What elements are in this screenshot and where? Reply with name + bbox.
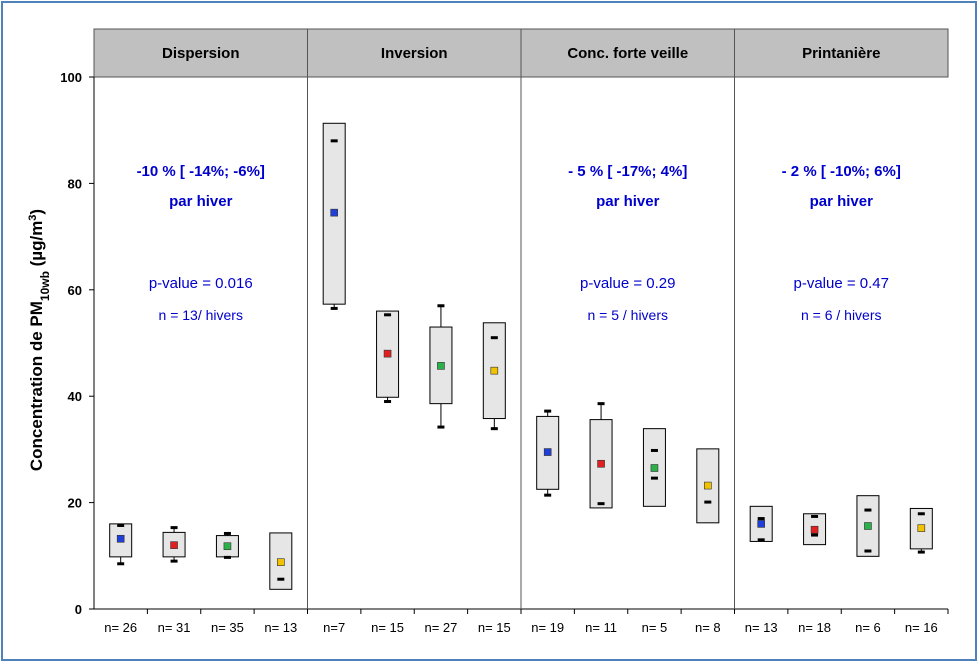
median-marker — [116, 534, 125, 543]
trend-unit: par hiver — [596, 193, 660, 210]
median-marker — [383, 349, 392, 358]
panel-separators — [307, 29, 735, 609]
median-marker — [650, 464, 659, 472]
median-marker — [437, 362, 445, 370]
sample-size-label: n= 19 — [531, 620, 564, 635]
median-marker — [330, 208, 338, 217]
median-marker — [490, 366, 499, 375]
sample-size-label: n= 13 — [745, 620, 778, 635]
sample-size-label: n= 8 — [695, 620, 721, 635]
median-marker — [597, 459, 605, 468]
sample-size-label: n= 15 — [478, 620, 511, 635]
y-axis-label: Concentration de PM10wb (µg/m3) — [27, 209, 52, 471]
median-marker — [757, 520, 765, 528]
box-plot-series — [109, 122, 933, 590]
panel-title: Inversion — [381, 45, 448, 62]
y-tick-label: 20 — [68, 496, 82, 511]
median-marker — [277, 558, 285, 566]
y-tick-label: 100 — [60, 70, 82, 85]
p-value: p-value = 0.29 — [580, 275, 676, 292]
y-tick-label: 40 — [68, 389, 82, 404]
sample-size-label: n= 11 — [585, 620, 617, 635]
median-marker — [864, 522, 872, 530]
p-value: p-value = 0.016 — [149, 275, 253, 292]
sample-size-label: n= 6 — [855, 620, 881, 635]
trend-estimate: - 2 % [ -10%; 6%] — [782, 163, 901, 180]
median-marker — [543, 448, 552, 456]
panel-title: Dispersion — [162, 45, 240, 62]
winter-count: n = 6 / hivers — [801, 307, 882, 323]
panel-annotations: -10 % [ -14%; -6%] par hiver p-value = 0.0… — [137, 163, 901, 323]
panel-title: Printanière — [802, 45, 880, 62]
median-marker — [810, 525, 819, 534]
sample-size-label: n= 5 — [642, 620, 668, 635]
sample-size-label: n= 27 — [424, 620, 457, 635]
axes: 0 20 40 60 80 100 n= 26 n= 31 n= 35 n= 13 n=7 n= 15… — [60, 70, 949, 635]
trend-unit: par hiver — [810, 193, 874, 210]
sample-size-label: n= 15 — [371, 620, 404, 635]
panel-title: Conc. forte veille — [567, 45, 688, 62]
trend-estimate: -10 % [ -14%; -6%] — [137, 163, 265, 180]
sample-size-label: n= 35 — [211, 620, 244, 635]
sample-size-label: n= 18 — [798, 620, 831, 635]
p-value: p-value = 0.47 — [794, 275, 890, 292]
median-marker — [223, 542, 232, 551]
trend-unit: par hiver — [169, 193, 233, 210]
sample-size-label: n=7 — [323, 620, 345, 635]
y-tick-label: 80 — [68, 176, 82, 191]
winter-count: n = 5 / hivers — [587, 307, 668, 323]
sample-size-label: n= 31 — [158, 620, 191, 635]
y-tick-label: 60 — [68, 283, 82, 298]
sample-size-label: n= 26 — [104, 620, 137, 635]
median-marker — [917, 524, 926, 532]
median-marker — [170, 541, 178, 549]
y-tick-label: 0 — [75, 602, 82, 617]
winter-count: n = 13/ hivers — [159, 307, 243, 323]
sample-size-label: n= 13 — [264, 620, 297, 635]
sample-size-label: n= 16 — [905, 620, 938, 635]
median-marker — [704, 481, 712, 490]
trend-estimate: - 5 % [ -17%; 4%] — [568, 163, 687, 180]
